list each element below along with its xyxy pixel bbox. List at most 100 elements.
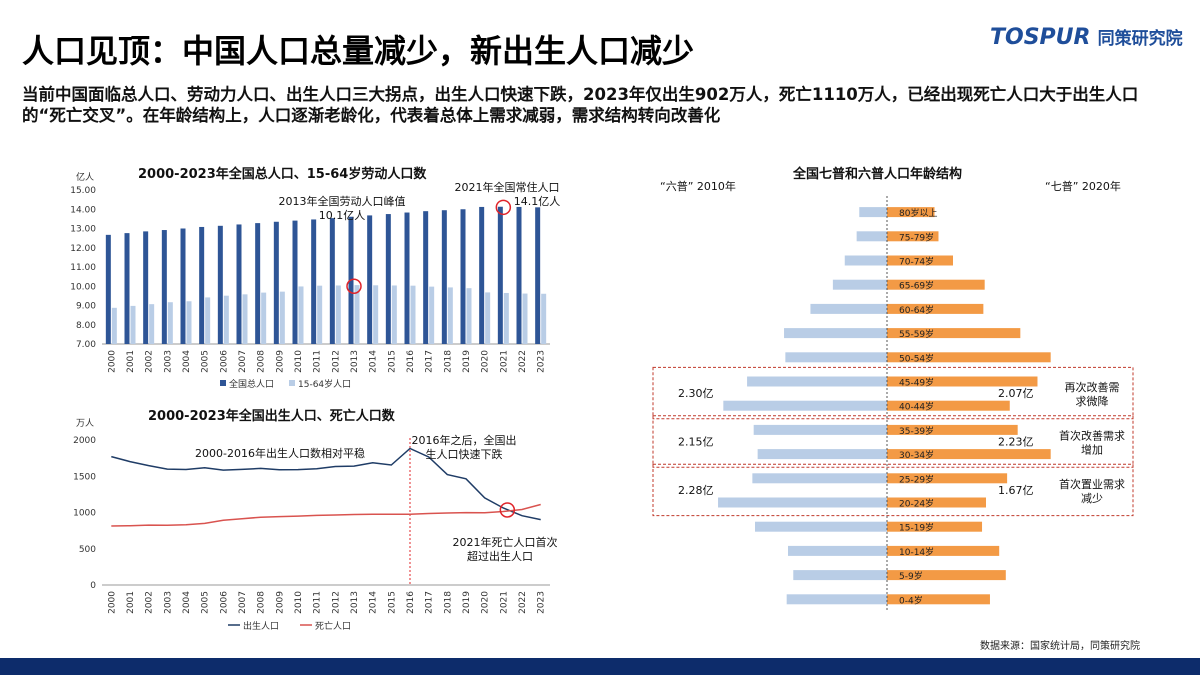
working-age-bar — [261, 292, 267, 344]
legend-swatch-working — [289, 380, 295, 386]
population-y-tick: 12.00 — [70, 244, 96, 254]
working-age-bar — [205, 297, 211, 344]
pyramid-bar-2010 — [859, 207, 887, 218]
population-y-tick: 10.00 — [70, 282, 96, 292]
pyramid-bar-2020 — [887, 449, 1051, 460]
population-y-tick: 14.00 — [70, 205, 96, 215]
working-age-bar — [447, 287, 453, 344]
population-x-tick: 2011 — [313, 350, 323, 373]
births-x-tick: 2021 — [499, 591, 509, 614]
births-x-tick: 2019 — [462, 591, 472, 614]
working-age-bar — [410, 285, 416, 344]
working-age-bar — [429, 286, 435, 344]
pyramid-bar-2020 — [887, 376, 1038, 387]
group-note: 再次改善需 — [1065, 380, 1120, 394]
population-y-tick: 11.00 — [70, 263, 96, 273]
pyramid-bar-2010 — [784, 328, 887, 339]
births-x-tick: 2006 — [219, 591, 229, 614]
pyramid-bar-2010 — [788, 545, 887, 556]
population-x-tick: 2006 — [219, 350, 229, 373]
working-age-bar — [223, 295, 229, 344]
working-age-bar — [391, 285, 397, 344]
population-x-tick: 2022 — [518, 350, 528, 373]
population-x-tick: 2003 — [163, 350, 173, 373]
total-population-bar — [217, 225, 223, 344]
page-title: 人口见顶：中国人口总量减少，新出生人口减少 — [22, 32, 695, 70]
population-x-tick: 2013 — [350, 350, 360, 373]
pyramid-bar-2010 — [786, 594, 887, 605]
pyramid-age-label: 40-44岁 — [899, 401, 934, 413]
population-x-tick: 2016 — [406, 350, 416, 373]
annotation-death-cross: 2021年死亡人口首次 — [453, 535, 558, 549]
pyramid-bar-2010 — [793, 570, 887, 581]
legend-deaths: 死亡人口 — [315, 620, 351, 632]
population-y-unit: 亿人 — [76, 171, 94, 183]
births-x-tick: 2009 — [275, 591, 285, 614]
total-population-bar — [516, 206, 522, 344]
working-age-bar — [186, 301, 192, 344]
legend-swatch-total — [220, 380, 226, 386]
births-x-tick: 2003 — [163, 591, 173, 614]
total-population-bar — [535, 207, 541, 344]
total-population-bar — [329, 218, 335, 344]
pyramid-left-label: “六普” 2010年 — [660, 179, 736, 193]
total-population-bar — [273, 221, 279, 344]
total-population-bar — [367, 215, 373, 344]
pyramid-bar-2010 — [785, 352, 887, 363]
legend-births: 出生人口 — [243, 620, 279, 632]
working-age-bar — [335, 285, 341, 344]
births-y-unit: 万人 — [76, 418, 94, 429]
births-x-tick: 2022 — [518, 591, 528, 614]
total-population-bar — [255, 223, 261, 344]
pyramid-bar-2020 — [887, 255, 953, 266]
working-age-bar — [503, 292, 509, 344]
births-y-tick: 0 — [90, 581, 96, 591]
pyramid-bar-2020 — [887, 594, 990, 605]
death-cross-marker — [499, 502, 516, 518]
total-population-bar — [199, 226, 205, 344]
pyramid-bar-2010 — [856, 231, 887, 242]
births-x-tick: 2015 — [387, 591, 397, 614]
population-x-tick: 2014 — [369, 350, 379, 373]
total-population-bar — [479, 206, 485, 344]
population-chart-title: 2000-2023年全国总人口、15-64岁劳动人口数 — [138, 167, 427, 182]
group-left-total: 2.15亿 — [678, 436, 714, 449]
annotation-labor-peak: 2013年全国劳动人口峰值 — [279, 194, 406, 208]
pyramid-bar-2010 — [844, 255, 887, 266]
pyramid-bar-2010 — [757, 449, 887, 460]
pyramid-bar-2010 — [753, 424, 887, 435]
total-population-bar — [105, 234, 111, 344]
group-right-total: 2.07亿 — [998, 387, 1034, 400]
working-age-bar — [522, 293, 528, 344]
pyramid-bar-2020 — [887, 207, 935, 218]
annotation-decline-2: 生人口快速下跌 — [426, 447, 503, 461]
annotation-pop-peak: 2021年全国常住人口峰值 — [455, 180, 561, 194]
total-population-bar — [385, 214, 391, 344]
pyramid-age-label: 70-74岁 — [899, 256, 934, 268]
working-age-bar — [317, 285, 323, 344]
births-x-tick: 2023 — [537, 591, 547, 614]
population-x-tick: 2023 — [537, 350, 547, 373]
working-age-bar — [167, 302, 173, 344]
group-note-2: 求微降 — [1076, 394, 1109, 408]
population-y-tick: 13.00 — [70, 225, 96, 235]
births-x-tick: 2004 — [182, 591, 192, 614]
total-population-bar — [497, 206, 503, 344]
group-right-total: 1.67亿 — [998, 484, 1034, 497]
population-chart: 亿人 7.00 8.00 9.00 10.00 11.00 12.00 13.00 14.00 1… — [70, 171, 561, 390]
pyramid-age-label: 50-54岁 — [899, 352, 934, 364]
pyramid-bar-2020 — [887, 473, 1008, 484]
births-x-tick: 2016 — [406, 591, 416, 614]
births-x-tick: 2005 — [201, 591, 211, 614]
pyramid-age-label: 25-29岁 — [899, 473, 934, 485]
population-y-tick: 7.00 — [76, 340, 96, 350]
legend-working: 15-64岁人口 — [298, 378, 351, 390]
pyramid-bar-2010 — [755, 521, 887, 532]
working-age-bar — [242, 294, 248, 344]
annotation-stable: 2000-2016年出生人口数相对平稳 — [195, 446, 365, 460]
page-subtitle: 当前中国面临总人口、劳动力人口、出生人口三大拐点，出生人口快速下跌，2023年仅… — [22, 85, 1139, 125]
population-x-tick: 2008 — [257, 350, 267, 373]
working-age-bar — [130, 305, 136, 344]
births-chart-title: 2000-2023年全国出生人口、死亡人口数 — [148, 409, 395, 424]
births-x-tick: 2017 — [425, 591, 435, 614]
